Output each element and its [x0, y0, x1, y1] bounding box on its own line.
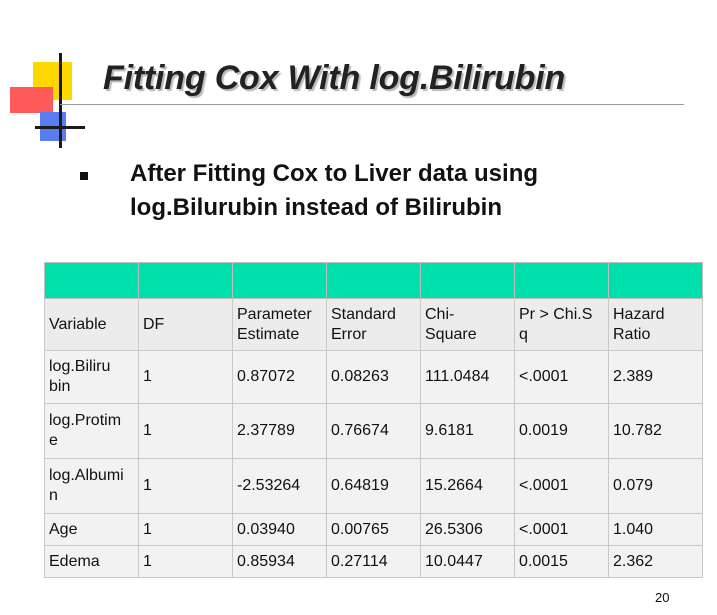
- chisq-cell: 26.5306: [420, 513, 515, 546]
- band-cell: [420, 262, 515, 299]
- chisq-cell: 111.0484: [420, 350, 515, 404]
- header-text: Chi-: [425, 305, 455, 323]
- band-cell: [232, 262, 327, 299]
- header-text: Standard: [331, 305, 396, 323]
- header-variable: Variable: [44, 298, 139, 351]
- band-cell: [44, 262, 139, 299]
- variable-cell: log.Albumi n: [44, 458, 139, 514]
- header-text: Ratio: [613, 325, 651, 343]
- header-text: Pr > Chi.S: [519, 305, 593, 323]
- stderr-cell: 0.00765: [326, 513, 421, 546]
- stderr-cell: 0.64819: [326, 458, 421, 514]
- pvalue-cell: 0.0019: [514, 403, 609, 459]
- header-text: Square: [425, 325, 477, 343]
- hazard-ratio-cell: 1.040: [608, 513, 703, 546]
- pvalue-cell: <.0001: [514, 458, 609, 514]
- header-df: DF: [138, 298, 233, 351]
- variable-cell: log.Biliru bin: [44, 350, 139, 404]
- hazard-ratio-cell: 0.079: [608, 458, 703, 514]
- estimate-cell: 0.03940: [232, 513, 327, 546]
- slide-title: Fitting Cox With log.Bilirubin: [103, 59, 566, 97]
- estimate-cell: -2.53264: [232, 458, 327, 514]
- table-row: log.Albumi n 1 -2.53264 0.64819 15.2664 …: [44, 458, 703, 514]
- variable-text: log.Albumi: [49, 467, 124, 484]
- pvalue-cell: <.0001: [514, 513, 609, 546]
- hazard-ratio-cell: 2.362: [608, 545, 703, 578]
- header-text: Estimate: [237, 325, 300, 343]
- cox-results-table: Variable DF Parameter Estimate Standard …: [44, 262, 703, 578]
- chisq-cell: 15.2664: [420, 458, 515, 514]
- stderr-cell: 0.76674: [326, 403, 421, 459]
- header-pr-chisq: Pr > Chi.S q: [514, 298, 609, 351]
- variable-cell: log.Protim e: [44, 403, 139, 459]
- bullet-square-icon: [80, 172, 88, 180]
- header-standard-error: Standard Error: [326, 298, 421, 351]
- band-cell: [326, 262, 421, 299]
- variable-text: bin: [49, 378, 71, 395]
- bullet-line-2: log.Bilurubin instead of Bilirubin: [130, 194, 502, 221]
- variable-text: log.Protim: [49, 412, 122, 429]
- variable-text: log.Biliru: [49, 358, 111, 375]
- chisq-cell: 9.6181: [420, 403, 515, 459]
- header-text: Hazard: [613, 305, 665, 323]
- band-cell: [514, 262, 609, 299]
- pvalue-cell: 0.0015: [514, 545, 609, 578]
- variable-cell: Edema: [44, 545, 139, 578]
- hazard-ratio-cell: 10.782: [608, 403, 703, 459]
- title-underline: [60, 104, 684, 105]
- variable-cell: Age: [44, 513, 139, 546]
- estimate-cell: 0.85934: [232, 545, 327, 578]
- header-parameter-estimate: Parameter Estimate: [232, 298, 327, 351]
- table-row: log.Biliru bin 1 0.87072 0.08263 111.048…: [44, 350, 703, 404]
- header-chi-square: Chi- Square: [420, 298, 515, 351]
- page-number: 20: [655, 590, 670, 605]
- hazard-ratio-cell: 2.389: [608, 350, 703, 404]
- header-text: Error: [331, 325, 367, 343]
- header-text: q: [519, 325, 528, 343]
- bullet-line-1: After Fitting Cox to Liver data using: [130, 160, 539, 187]
- band-cell: [138, 262, 233, 299]
- table-row: log.Protim e 1 2.37789 0.76674 9.6181 0.…: [44, 403, 703, 459]
- table-header-band: [44, 262, 703, 299]
- table-header-row: Variable DF Parameter Estimate Standard …: [44, 298, 703, 351]
- pvalue-cell: <.0001: [514, 350, 609, 404]
- header-text: Parameter: [237, 305, 312, 323]
- table-row: Edema 1 0.85934 0.27114 10.0447 0.0015 2…: [44, 545, 703, 578]
- bullet-text: After Fitting Cox to Liver data using lo…: [130, 157, 670, 225]
- df-cell: 1: [138, 458, 233, 514]
- table-row: Age 1 0.03940 0.00765 26.5306 <.0001 1.0…: [44, 513, 703, 546]
- df-cell: 1: [138, 403, 233, 459]
- estimate-cell: 0.87072: [232, 350, 327, 404]
- decorative-red-rectangle: [10, 87, 53, 113]
- decorative-vertical-line: [59, 53, 62, 148]
- header-hazard-ratio: Hazard Ratio: [608, 298, 703, 351]
- variable-text: e: [49, 432, 58, 449]
- variable-text: n: [49, 487, 58, 504]
- decorative-horizontal-line: [35, 126, 85, 129]
- df-cell: 1: [138, 350, 233, 404]
- band-cell: [608, 262, 703, 299]
- stderr-cell: 0.27114: [326, 545, 421, 578]
- df-cell: 1: [138, 545, 233, 578]
- df-cell: 1: [138, 513, 233, 546]
- estimate-cell: 2.37789: [232, 403, 327, 459]
- chisq-cell: 10.0447: [420, 545, 515, 578]
- stderr-cell: 0.08263: [326, 350, 421, 404]
